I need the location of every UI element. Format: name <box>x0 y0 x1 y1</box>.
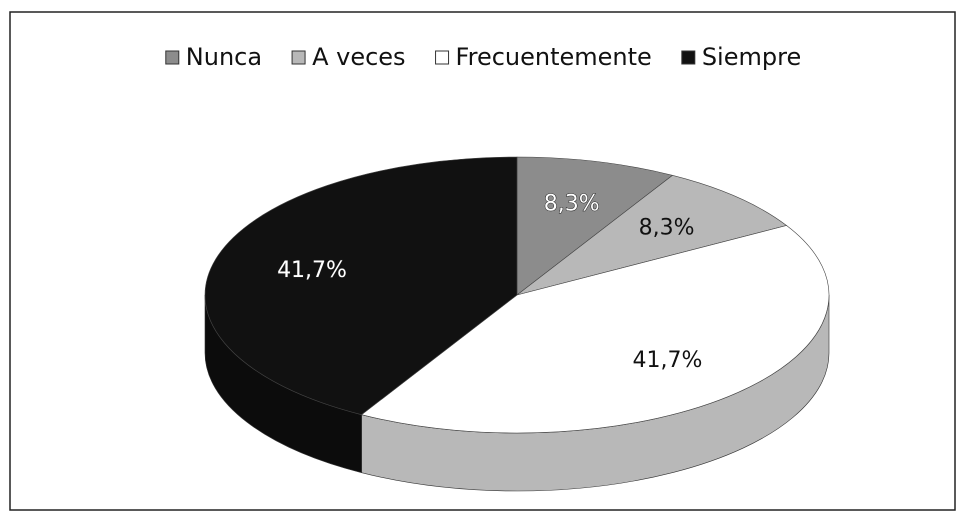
data-label: 41,7% <box>633 348 703 373</box>
legend-item: Frecuentemente <box>435 43 652 71</box>
legend-swatch <box>291 50 306 65</box>
legend-item: Nunca <box>165 43 262 71</box>
data-label: 8,3% <box>544 191 600 216</box>
legend-label: Frecuentemente <box>456 43 652 71</box>
data-label: 8,3% <box>639 215 695 240</box>
legend-label: A veces <box>312 43 405 71</box>
legend-label: Nunca <box>186 43 262 71</box>
legend-swatch <box>165 50 180 65</box>
legend-item: A veces <box>291 43 406 71</box>
legend-label: Siempre <box>702 43 801 71</box>
pie-slice <box>516 156 674 296</box>
legend-item: Siempre <box>681 43 801 71</box>
legend: Nunca A veces Frecuentemente Siempre <box>165 43 801 71</box>
legend-swatch <box>435 50 450 65</box>
data-label: 41,7% <box>277 258 347 283</box>
legend-swatch <box>681 50 696 65</box>
pie-slice <box>360 225 830 434</box>
pie-slice <box>204 156 518 415</box>
pie-slice <box>516 175 788 296</box>
